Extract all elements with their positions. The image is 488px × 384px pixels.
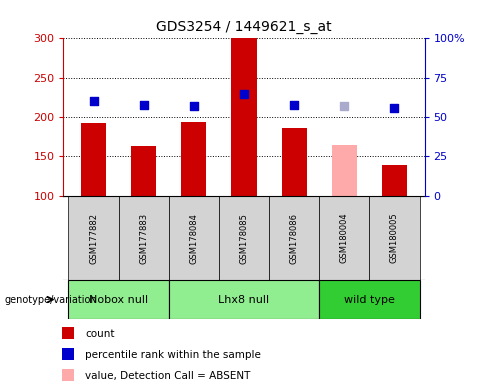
Point (290, 102, 298, 108)
Bar (269, 196, 319, 280)
Text: Lhx8 null: Lhx8 null (219, 295, 269, 305)
Bar (332, 145, 357, 196)
Text: GSM178086: GSM178086 (290, 213, 299, 263)
Bar (169, 280, 319, 319)
Bar (319, 196, 369, 280)
Bar (68, 196, 119, 280)
Text: percentile rank within the sample: percentile rank within the sample (85, 350, 261, 360)
Bar (319, 280, 420, 319)
Text: Nobox null: Nobox null (89, 295, 148, 305)
Bar (219, 196, 269, 280)
Bar (81, 122, 106, 196)
Text: value, Detection Call = ABSENT: value, Detection Call = ABSENT (85, 371, 251, 381)
Text: count: count (85, 329, 115, 339)
Point (240, 91, 248, 97)
Point (390, 105, 398, 111)
Bar (119, 196, 169, 280)
Point (190, 103, 198, 109)
Bar (182, 122, 206, 196)
Bar (382, 165, 407, 196)
Text: wild type: wild type (344, 295, 395, 305)
Bar (68, 280, 169, 319)
Text: GSM177882: GSM177882 (89, 213, 98, 263)
Text: genotype/variation: genotype/variation (5, 295, 98, 305)
Bar (282, 128, 306, 196)
Text: GSM180005: GSM180005 (390, 213, 399, 263)
Bar (131, 146, 156, 196)
Text: GSM180004: GSM180004 (340, 213, 349, 263)
Text: GSM178084: GSM178084 (189, 213, 198, 263)
Text: GSM178085: GSM178085 (240, 213, 248, 263)
Text: GSM177883: GSM177883 (139, 212, 148, 264)
Bar (231, 37, 257, 196)
Text: GDS3254 / 1449621_s_at: GDS3254 / 1449621_s_at (156, 20, 332, 34)
Point (341, 103, 348, 109)
Bar (369, 196, 420, 280)
Point (90, 98, 98, 104)
Point (140, 102, 147, 108)
Bar (169, 196, 219, 280)
